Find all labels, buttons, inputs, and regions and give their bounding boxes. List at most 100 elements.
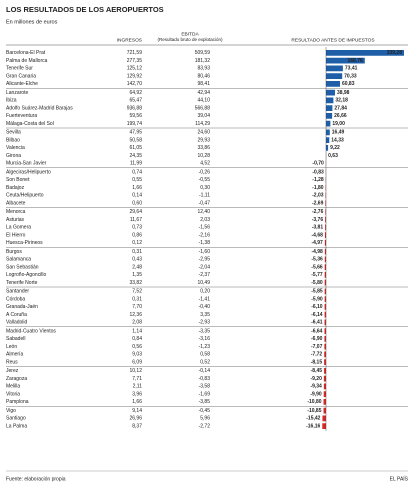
- ingresos: 3,96: [132, 391, 142, 397]
- ingresos: 0,73: [132, 225, 142, 231]
- ingresos: 2,11: [133, 384, 143, 390]
- result-label: 16,49: [332, 130, 345, 136]
- result-label: -2,76: [312, 209, 324, 215]
- result-bar: [325, 200, 326, 206]
- result-label: -8,45: [311, 368, 323, 374]
- ebitda: -2,93: [199, 320, 211, 326]
- airport-name: La Gomera: [6, 225, 31, 231]
- result-bar: [323, 375, 326, 382]
- ingresos: 0,86: [132, 232, 142, 238]
- ebitda: -1,11: [199, 193, 210, 199]
- ingresos: 1,14: [132, 328, 142, 334]
- result-bar: [326, 81, 340, 87]
- result-label: -10,80: [307, 399, 321, 405]
- airport-name: Vigo: [6, 408, 16, 414]
- col-header-note: (Resultado bruto de explotación): [157, 37, 223, 42]
- result-label: 38,98: [337, 90, 350, 96]
- airport-name: Zaragoza: [6, 376, 27, 382]
- result-label: -6,41: [311, 320, 323, 326]
- ebitda: -2,37: [199, 272, 211, 278]
- result-bar: [324, 272, 326, 278]
- result-label: 32,18: [335, 98, 348, 104]
- airport-name: Badajoz: [6, 185, 25, 191]
- result-label: 0,63: [328, 153, 338, 159]
- ingresos: 7,70: [132, 304, 142, 310]
- airport-name: Menorca: [6, 209, 26, 215]
- result-label: 19,00: [332, 121, 345, 127]
- ebitda: -1,23: [199, 344, 211, 350]
- ingresos: 0,56: [132, 344, 142, 350]
- result-label: -2,69: [312, 200, 324, 206]
- airport-name: Bilbao: [6, 137, 20, 143]
- airport-name: Burgos: [6, 249, 22, 255]
- airport-name: Girona: [6, 153, 21, 159]
- result-bar: [324, 328, 326, 334]
- ingresos: 142,70: [127, 81, 143, 87]
- result-bar: [324, 240, 326, 246]
- ebitda: 2,03: [200, 217, 210, 223]
- result-label: -1,80: [312, 185, 324, 191]
- ingresos: 8,37: [132, 423, 142, 429]
- ingresos: 10,12: [129, 368, 142, 374]
- ebitda: -0,55: [199, 177, 211, 183]
- airport-name: Santander: [6, 289, 29, 295]
- ebitda: 12,40: [197, 209, 210, 215]
- airport-name: Valladolid: [6, 320, 28, 326]
- result-label: 70,33: [344, 73, 357, 79]
- result-bar: [325, 224, 326, 231]
- ebitda: 114,29: [195, 121, 210, 127]
- subtitle: En millones de euros: [6, 19, 58, 25]
- result-bar: [324, 311, 326, 318]
- ingresos: 2,08: [132, 320, 142, 326]
- ingresos: 0,55: [132, 177, 142, 183]
- airport-name: Ibiza: [6, 98, 17, 104]
- ebitda: 44,10: [197, 98, 210, 104]
- ingresos: 125,12: [127, 66, 143, 72]
- ebitda: 10,49: [197, 280, 210, 286]
- result-bar: [324, 288, 326, 295]
- ebitda: -2,16: [199, 232, 211, 238]
- ebitda: -0,47: [199, 200, 211, 206]
- result-bar: [323, 399, 326, 405]
- ebitda: 42,94: [197, 90, 210, 96]
- result-bar: [326, 89, 335, 96]
- ingresos: 61,05: [129, 145, 142, 151]
- result-label: 14,33: [331, 137, 344, 143]
- result-bar: [322, 423, 326, 429]
- result-label: -5,85: [311, 289, 323, 295]
- ingresos: 12,36: [129, 312, 142, 318]
- result-label: -0,70: [312, 161, 324, 167]
- ebitda: 0,58: [200, 352, 210, 358]
- result-label: -6,14: [311, 312, 323, 318]
- col-header: EBITDA: [181, 31, 199, 37]
- col-header: INGRESOS: [117, 37, 142, 43]
- ingresos: 1,66: [132, 185, 142, 191]
- title: LOS RESULTADOS DE LOS AEROPUERTOS: [6, 5, 164, 14]
- ingresos: 199,74: [127, 121, 143, 127]
- result-bar: [324, 279, 326, 286]
- ebitda: -2,95: [199, 257, 211, 263]
- ingresos: 0,12: [132, 240, 142, 246]
- ebitda: -2,72: [199, 423, 211, 429]
- airport-name: Tenerife Sur: [6, 66, 33, 72]
- result-bar: [323, 407, 326, 414]
- airport-name: Son Bonet: [6, 177, 30, 183]
- ingresos: 33,82: [129, 280, 142, 286]
- result-label: 27,84: [334, 105, 347, 111]
- result-bar: [326, 57, 365, 64]
- ingresos: 936,88: [127, 105, 143, 111]
- result-bar: [323, 391, 326, 397]
- ingresos: 721,59: [127, 50, 143, 56]
- ingresos: 26,96: [129, 416, 142, 422]
- airport-name: Ceuta/Helipuerto: [6, 193, 44, 199]
- result-label: -6,10: [311, 304, 323, 310]
- ingresos: 11,67: [130, 217, 142, 223]
- result-label: -1,28: [312, 177, 324, 183]
- ingresos: 1,66: [132, 399, 142, 405]
- result-bar: [324, 351, 326, 358]
- airport-name: Asturias: [6, 217, 25, 223]
- airport-name: A Coruña: [6, 312, 27, 318]
- ingresos: 7,71: [132, 376, 142, 382]
- result-label: -5,66: [311, 264, 323, 270]
- result-bar: [326, 137, 330, 143]
